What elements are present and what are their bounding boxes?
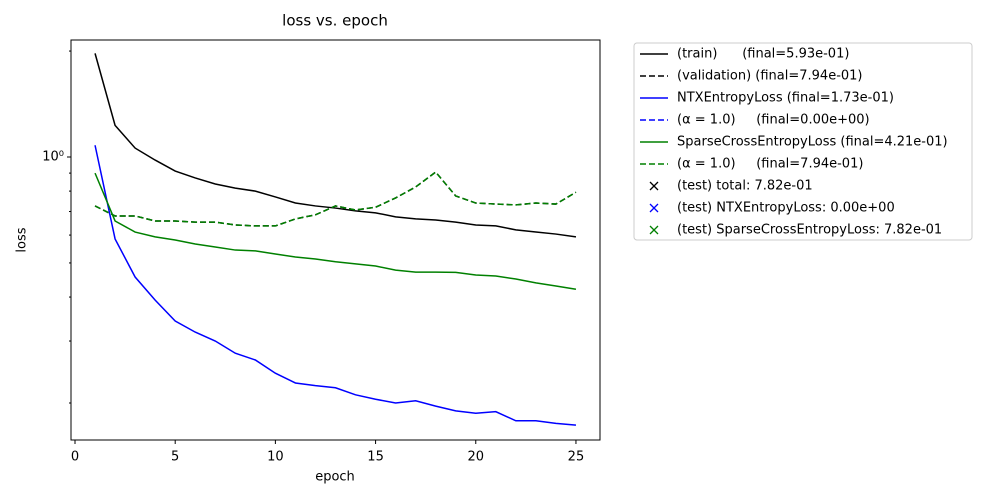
series-line — [94, 53, 577, 238]
x-axis-label: epoch — [315, 470, 355, 485]
x-tick-label: 0 — [71, 450, 79, 465]
x-tick-label: 20 — [467, 450, 484, 465]
legend-label: (test) NTXEntropyLoss: 0.00e+00 — [677, 201, 895, 216]
y-axis-label: loss — [15, 227, 30, 252]
legend-label: (test) total: 7.82e-01 — [677, 179, 813, 194]
legend-label: (train) (final=5.93e-01) — [677, 47, 849, 62]
series-line — [94, 145, 577, 426]
chart-title: loss vs. epoch — [282, 12, 388, 30]
x-tick-label: 25 — [568, 450, 585, 465]
legend-marker — [649, 203, 659, 213]
plot-frame — [70, 39, 601, 441]
legend-box — [633, 42, 973, 241]
legend-label: (α = 1.0) (final=0.00e+00) — [677, 113, 870, 128]
legend-label: (α = 1.0) (final=7.94e-01) — [677, 157, 863, 172]
series-line — [94, 171, 577, 227]
series-line — [94, 172, 577, 290]
legend-marker — [649, 181, 659, 191]
legend-label: NTXEntropyLoss (final=1.73e-01) — [677, 91, 894, 106]
x-tick-label: 15 — [367, 450, 384, 465]
legend-label: (validation) (final=7.94e-01) — [677, 69, 863, 84]
series-line — [94, 171, 577, 227]
legend-label: SparseCrossEntropyLoss (final=4.21e-01) — [677, 135, 948, 150]
x-tick-label: 10 — [267, 450, 284, 465]
legend-marker — [649, 225, 659, 235]
y-tick-label: 10⁰ — [42, 150, 64, 165]
x-tick-label: 5 — [171, 450, 179, 465]
legend-label: (test) SparseCrossEntropyLoss: 7.82e-01 — [677, 223, 942, 238]
